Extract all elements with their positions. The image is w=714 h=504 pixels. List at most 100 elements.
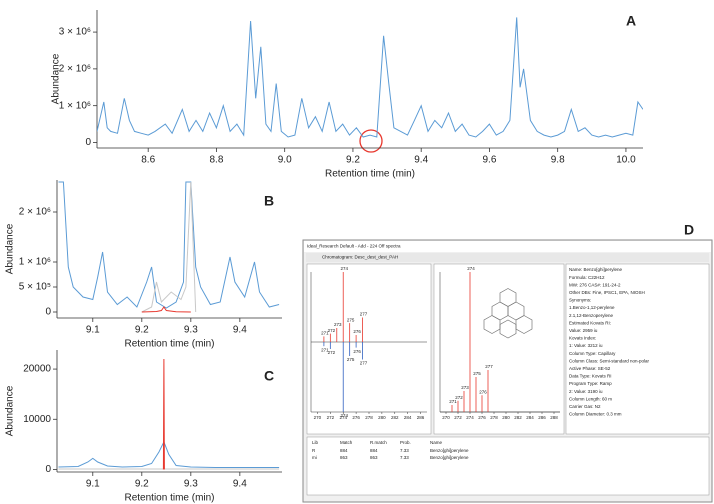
y-tick-label: 20000 — [23, 364, 51, 375]
x-tick-label: 9.3 — [184, 479, 198, 490]
x-tick-label: 9.4 — [233, 479, 247, 490]
table-cell: 863 — [370, 455, 378, 460]
x-tick-label: 282 — [514, 415, 522, 420]
table-cell: mi — [312, 455, 317, 460]
table-cell: Benzo[ghi]perylene — [430, 448, 469, 453]
info-line: Program Type: Ramp — [569, 381, 612, 386]
panel-label: A — [626, 13, 636, 29]
x-axis-label: Retention time (min) — [124, 339, 214, 350]
info-line: Formula: C22H12 — [569, 275, 605, 280]
x-tick-label: 280 — [378, 415, 386, 420]
x-tick-label: 9.0 — [278, 155, 292, 166]
x-tick-label: 274 — [339, 415, 347, 420]
peak-label: 276 — [353, 349, 361, 354]
table-cell: 884 — [370, 448, 378, 453]
y-tick-label: 0 — [45, 307, 51, 318]
info-line: Name: Benzo[ghi]perylene — [569, 267, 623, 272]
panel-label: C — [264, 368, 274, 384]
x-tick-label: 270 — [442, 415, 450, 420]
x-tick-label: 9.3 — [184, 325, 198, 336]
x-tick-label: 270 — [314, 415, 322, 420]
x-tick-label: 272 — [454, 415, 462, 420]
x-tick-label: 9.8 — [551, 155, 565, 166]
peak-label: 276 — [353, 329, 361, 334]
x-tick-label: 274 — [466, 415, 474, 420]
x-tick-label: 10.0 — [616, 155, 636, 166]
info-line: 1.Benzo-1,12-perylene — [569, 305, 615, 310]
data-line — [141, 306, 191, 313]
y-tick-label: 1 × 10⁶ — [19, 257, 51, 268]
info-line: Data Type: Kovats RI — [569, 374, 611, 379]
info-line: Other DBs: Fine, IPSC1, EPA, NIOSH — [569, 290, 645, 295]
x-tick-label: 9.6 — [482, 155, 496, 166]
peak-label: 272 — [455, 395, 463, 400]
x-tick-label: 8.6 — [141, 155, 155, 166]
panel-label: D — [684, 222, 694, 238]
x-tick-label: 282 — [391, 415, 399, 420]
info-line: Carrier Gas: N2 — [569, 404, 601, 409]
x-tick-label: 9.2 — [135, 479, 149, 490]
x-tick-label: 9.4 — [414, 155, 428, 166]
x-tick-label: 286 — [417, 415, 425, 420]
info-line: Column Type: Capillary — [569, 351, 616, 356]
y-axis-label: Abundance — [51, 53, 62, 104]
x-tick-label: 286 — [538, 415, 546, 420]
table-header: Name — [430, 440, 443, 445]
info-line: 2: Value: 3190 iu — [569, 389, 603, 394]
x-tick-label: 9.1 — [86, 479, 100, 490]
table-header: R.match — [370, 440, 387, 445]
x-tick-label: 276 — [478, 415, 486, 420]
table-header: Prob. — [400, 440, 411, 445]
table-cell: 884 — [340, 448, 348, 453]
window-title: Ideal_Research Default - Add - 224 Off s… — [307, 244, 401, 249]
y-tick-label: 3 × 10⁶ — [59, 27, 91, 38]
peak-label: 271 — [321, 347, 329, 352]
table-cell: 863 — [340, 455, 348, 460]
y-tick-label: 1 × 10⁶ — [59, 100, 91, 111]
info-line: Estimated Kovats RI: — [569, 320, 611, 325]
x-tick-label: 278 — [365, 415, 373, 420]
x-axis-label: Retention time (min) — [124, 493, 214, 504]
x-tick-label: 9.4 — [233, 325, 247, 336]
data-line — [162, 358, 165, 470]
table-cell: Benzo[ghi]perylene — [430, 455, 469, 460]
x-tick-label: 9.2 — [135, 325, 149, 336]
info-line: 1: Value: 3212 iu — [569, 343, 603, 348]
y-tick-label: 0 — [45, 464, 51, 475]
software-window — [302, 239, 713, 503]
x-tick-label: 284 — [404, 415, 412, 420]
peak-label: 275 — [347, 357, 355, 362]
x-tick-label: 9.2 — [346, 155, 360, 166]
y-axis-label: Abundance — [5, 385, 16, 436]
info-line: Value: 2959 iu — [569, 328, 598, 333]
x-tick-label: 272 — [327, 415, 335, 420]
peak-label: 273 — [334, 322, 342, 327]
info-line: Column Length: 60 m — [569, 396, 612, 401]
molecule-structure — [483, 288, 533, 339]
peak-label: 275 — [473, 371, 481, 376]
x-tick-label: 280 — [502, 415, 510, 420]
info-line: Active Phase: SE-52 — [569, 366, 611, 371]
x-axis-label: Retention time (min) — [325, 169, 415, 180]
y-tick-label: 0 — [85, 137, 91, 148]
data-line — [97, 17, 643, 138]
peak-label: 274 — [340, 413, 348, 418]
info-line: 2.1,12-Benzoperylene — [569, 313, 614, 318]
data-line — [141, 181, 197, 313]
peak-label: 274 — [467, 266, 475, 271]
table-cell: 7.33 — [400, 455, 409, 460]
x-tick-label: 278 — [490, 415, 498, 420]
chromatogram-label: Chromatogram: Desc_dest_dest_PAH — [322, 255, 398, 260]
y-tick-label: 2 × 10⁶ — [59, 64, 91, 75]
y-axis-label: Abundance — [5, 223, 16, 274]
x-tick-label: 8.8 — [209, 155, 223, 166]
data-line — [58, 440, 280, 468]
y-tick-label: 10000 — [23, 414, 51, 425]
y-tick-label: 2 × 10⁶ — [19, 207, 51, 218]
table-header: Lib — [312, 440, 319, 445]
peak-label: 277 — [485, 364, 493, 369]
peak-label: 277 — [360, 312, 368, 317]
x-tick-label: 9.1 — [86, 325, 100, 336]
table-header: Match — [340, 440, 353, 445]
